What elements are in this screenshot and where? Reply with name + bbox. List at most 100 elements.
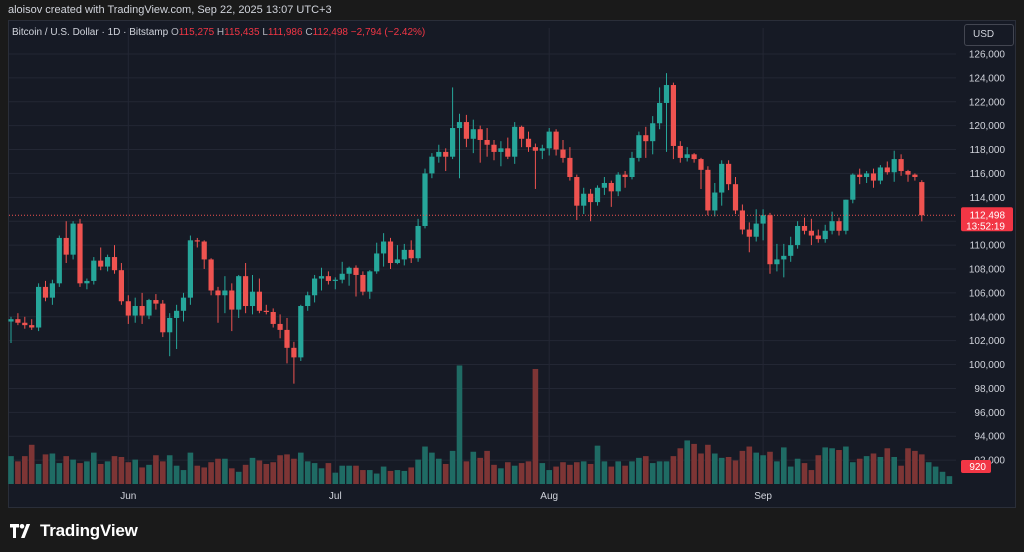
volume-bar	[939, 471, 946, 484]
volume-bar	[553, 466, 559, 484]
candle-body	[387, 241, 394, 264]
candle-body	[732, 184, 739, 211]
y-tick-label: 118,000	[970, 145, 1006, 156]
volume-bar	[284, 454, 290, 484]
volume-bar	[436, 458, 442, 484]
volume-bar	[387, 470, 394, 484]
volume-bar	[615, 461, 621, 484]
chart-credit: aloisov created with TradingView.com, Se…	[8, 4, 332, 16]
candle-body	[153, 300, 159, 304]
volume-bar	[270, 462, 276, 484]
candle-body	[850, 174, 856, 200]
volume-bar	[215, 458, 221, 484]
volume-bar	[608, 466, 615, 484]
candle-body	[298, 306, 304, 358]
candle-body	[22, 322, 28, 326]
volume-bar	[91, 452, 97, 484]
volume-bar	[684, 440, 690, 484]
volume-bar	[753, 452, 759, 484]
close-value: 112,498	[312, 27, 348, 38]
candle-body	[318, 276, 325, 279]
candle-body	[891, 159, 897, 173]
candle-body	[746, 229, 752, 237]
volume-bar	[712, 453, 718, 484]
volume-bar	[656, 461, 663, 484]
volume-bar	[332, 472, 339, 484]
volume-bar	[132, 459, 138, 484]
volume-bar	[863, 456, 870, 484]
candle-body	[98, 260, 104, 267]
volume-bar	[856, 458, 863, 484]
candle-body	[360, 274, 366, 292]
candle-body	[484, 139, 490, 145]
volume-bar	[77, 463, 83, 484]
tradingview-brand: TradingView	[40, 521, 138, 540]
candle-body	[49, 283, 55, 298]
candle-body	[470, 129, 476, 139]
volume-bar	[222, 458, 228, 484]
candle-body	[498, 148, 504, 152]
candle-body	[91, 260, 97, 281]
candle-body	[291, 347, 297, 358]
candle-body	[125, 301, 131, 316]
candle-body	[422, 173, 428, 226]
candle-body	[594, 187, 601, 203]
high-value: 115,435	[224, 27, 260, 38]
volume-bar	[256, 460, 263, 484]
y-tick-label: 106,000	[969, 288, 1006, 299]
candle-body	[650, 123, 656, 142]
candle-body	[243, 276, 249, 307]
candle-body	[8, 319, 14, 322]
candle-body	[877, 167, 883, 181]
volume-bar	[346, 465, 352, 484]
candle-body	[463, 122, 469, 139]
volume-bar	[118, 456, 125, 484]
candle-body	[56, 237, 62, 284]
y-tick-label: 124,000	[969, 73, 1006, 84]
candle-body	[739, 210, 745, 230]
candle-body	[532, 147, 538, 151]
volume-bar	[843, 446, 849, 484]
candle-body	[263, 310, 269, 312]
candle-body	[187, 240, 193, 298]
candle-body	[305, 295, 311, 307]
volume-bar	[801, 463, 808, 484]
volume-bar	[42, 454, 49, 484]
candle-body	[898, 159, 904, 172]
volume-bar	[15, 461, 21, 484]
y-tick-label: 102,000	[969, 336, 1006, 347]
volume-bar	[49, 453, 56, 484]
volume-bar	[884, 448, 891, 484]
open-label: O	[170, 27, 179, 38]
candle-body	[36, 286, 42, 328]
volume-bar	[891, 456, 897, 484]
volume-bar	[291, 458, 297, 484]
y-tick-label: 120,000	[969, 121, 1006, 132]
volume-bar	[70, 459, 76, 484]
y-tick-label: 96,000	[974, 408, 1005, 419]
candle-body	[180, 297, 187, 311]
volume-bar	[429, 452, 435, 484]
volume-bar	[470, 451, 477, 484]
volume-bar	[580, 461, 587, 484]
volume-bar	[298, 452, 304, 484]
candle-body	[415, 225, 421, 259]
candle-body	[684, 154, 690, 158]
volume-bar	[787, 466, 794, 484]
volume-bar	[649, 463, 656, 484]
candle-body	[139, 306, 145, 316]
tradingview-logo[interactable]: TradingView	[10, 519, 138, 543]
candle-body	[519, 126, 525, 139]
countdown-label: 13:52:19	[966, 221, 1005, 232]
volume-bar	[663, 461, 670, 484]
volume-bar	[808, 470, 815, 484]
candle-body	[539, 148, 545, 151]
volume-bar	[877, 456, 884, 484]
candle-body	[560, 149, 566, 158]
volume-bar	[477, 457, 483, 484]
volume-bar	[870, 453, 877, 484]
x-tick-label: Jun	[120, 491, 136, 502]
currency-button[interactable]: USD	[964, 24, 1014, 46]
volume-bar	[698, 453, 704, 484]
